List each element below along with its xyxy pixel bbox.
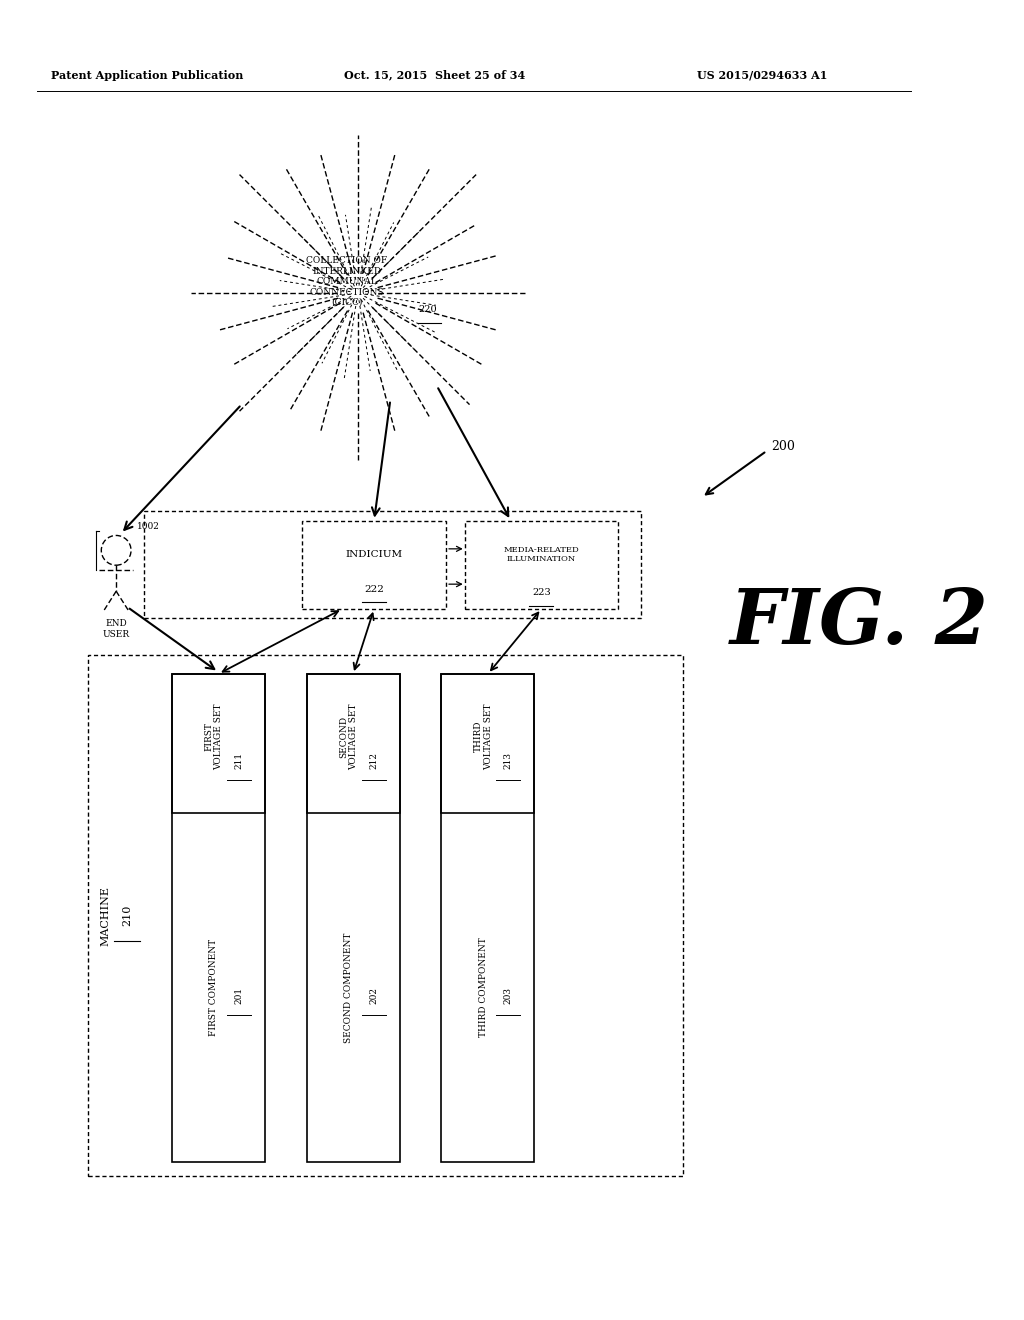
Text: 213: 213 bbox=[504, 752, 513, 768]
Text: THIRD COMPONENT: THIRD COMPONENT bbox=[479, 937, 487, 1038]
Text: MACHINE: MACHINE bbox=[100, 886, 110, 945]
Text: 1002: 1002 bbox=[136, 521, 160, 531]
Text: US 2015/0294633 A1: US 2015/0294633 A1 bbox=[697, 70, 827, 81]
Text: 201: 201 bbox=[234, 986, 244, 1003]
Text: Patent Application Publication: Patent Application Publication bbox=[51, 70, 244, 81]
Text: 212: 212 bbox=[369, 752, 378, 768]
Text: 223: 223 bbox=[532, 589, 551, 598]
Text: COLLECTION OF
INTERLINKED
COMMUNAL
CONNECTIONS
(CICC): COLLECTION OF INTERLINKED COMMUNAL CONNE… bbox=[306, 256, 387, 308]
Text: 200: 200 bbox=[771, 440, 796, 453]
Text: INDICIUM: INDICIUM bbox=[345, 549, 402, 558]
Text: FIRST
VOLTAGE SET: FIRST VOLTAGE SET bbox=[204, 704, 223, 770]
Text: Oct. 15, 2015  Sheet 25 of 34: Oct. 15, 2015 Sheet 25 of 34 bbox=[344, 70, 525, 81]
Text: SECOND COMPONENT: SECOND COMPONENT bbox=[344, 932, 353, 1043]
Text: 210: 210 bbox=[122, 906, 132, 927]
Text: END
USER: END USER bbox=[102, 619, 130, 639]
Text: 222: 222 bbox=[365, 585, 384, 594]
Text: 220: 220 bbox=[418, 305, 437, 314]
Text: 202: 202 bbox=[369, 986, 378, 1003]
Text: FIG. 2: FIG. 2 bbox=[729, 586, 988, 660]
Text: FIRST COMPONENT: FIRST COMPONENT bbox=[209, 939, 218, 1036]
Text: SECOND
VOLTAGE SET: SECOND VOLTAGE SET bbox=[339, 704, 358, 770]
Text: 211: 211 bbox=[234, 752, 244, 770]
Text: MEDIA-RELATED
ILLUMINATION: MEDIA-RELATED ILLUMINATION bbox=[504, 545, 580, 562]
Text: 203: 203 bbox=[504, 986, 513, 1003]
Text: THIRD
VOLTAGE SET: THIRD VOLTAGE SET bbox=[473, 704, 493, 770]
